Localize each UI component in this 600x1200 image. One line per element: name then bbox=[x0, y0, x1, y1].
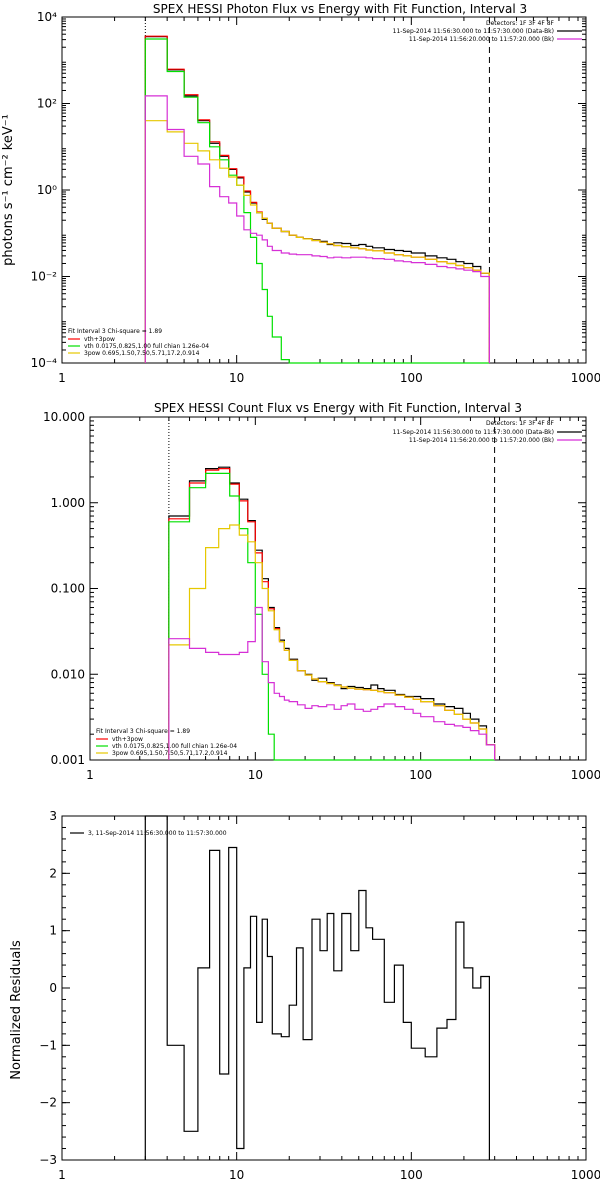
count-legend-header: Detectors: 1F 3F 4F 8F bbox=[486, 420, 555, 427]
y-tick-label: 10⁰ bbox=[37, 183, 57, 197]
photon-legend-header: Detectors: 1F 3F 4F 8F bbox=[486, 20, 555, 27]
x-tick-label: 100 bbox=[400, 1168, 423, 1182]
y-tick-label: 3 bbox=[49, 809, 57, 823]
y-tick-label: −2 bbox=[39, 1096, 57, 1110]
residuals-panel: Normalized Residuals 1 10 100 1000 −3 −2 −1 0 1 2… bbox=[9, 809, 600, 1182]
photon-flux-range-lines bbox=[144, 17, 490, 363]
residuals-legend-text: 3, 11-Sep-2014 11:56:30.000 to 11:57:30.… bbox=[88, 830, 227, 837]
photon-fit-total: vth+3pow bbox=[84, 336, 115, 343]
photon-flux-title: SPEX HESSI Photon Flux vs Energy with Fi… bbox=[153, 2, 527, 16]
photon-flux-legend-top: Detectors: 1F 3F 4F 8F 11-Sep-2014 11:56… bbox=[393, 20, 582, 43]
series-line-vth-3pow bbox=[168, 468, 496, 760]
count-flux-legend-fit: Fit Interval 3 Chi-square = 1.89 vth+3po… bbox=[96, 728, 237, 757]
photon-flux-ylabel: photons s⁻¹ cm⁻² keV⁻¹ bbox=[1, 114, 16, 266]
series-line-3pow bbox=[144, 120, 490, 363]
y-tick-label: 10⁴ bbox=[37, 10, 57, 24]
y-tick-label: 10² bbox=[37, 97, 57, 111]
count-fit-header: Fit Interval 3 Chi-square = 1.89 bbox=[96, 728, 190, 735]
x-tick-label: 100 bbox=[409, 768, 432, 782]
x-tick-label: 10 bbox=[229, 371, 244, 385]
residuals-ylabel: Normalized Residuals bbox=[9, 940, 24, 1080]
x-tick-label: 10 bbox=[229, 1168, 244, 1182]
x-tick-label: 1 bbox=[86, 768, 94, 782]
photon-flux-ticks: 1 10 100 1000 10⁻⁴ 10⁻² 10⁰ 10² 10⁴ bbox=[31, 10, 600, 385]
y-tick-label: 1.000 bbox=[51, 496, 85, 510]
x-tick-label: 1 bbox=[58, 371, 66, 385]
series-line-series-0 bbox=[144, 36, 490, 363]
photon-flux-legend-fit: Fit Interval 3 Chi-square = 1.89 vth+3po… bbox=[68, 328, 209, 357]
y-tick-label: 10.000 bbox=[43, 410, 85, 424]
photon-legend-bk: 11-Sep-2014 11:56:20.000 to 11:57:20.000… bbox=[409, 36, 554, 43]
series-line-3pow bbox=[168, 524, 496, 760]
series-line-series-0 bbox=[168, 466, 496, 760]
y-tick-label: 0 bbox=[49, 981, 57, 995]
series-line-vth bbox=[144, 38, 490, 364]
count-flux-plot-frame bbox=[89, 416, 587, 761]
x-tick-label: 1000 bbox=[571, 768, 600, 782]
y-tick-label: 1 bbox=[49, 924, 57, 938]
x-tick-label: 1 bbox=[58, 1168, 66, 1182]
count-flux-title: SPEX HESSI Count Flux vs Energy with Fit… bbox=[154, 401, 522, 415]
count-flux-legend-top: Detectors: 1F 3F 4F 8F 11-Sep-2014 11:56… bbox=[393, 420, 582, 444]
series-line-vth-3pow bbox=[144, 35, 490, 363]
photon-flux-plot-frame bbox=[61, 16, 587, 364]
y-tick-label: 0.100 bbox=[51, 582, 85, 596]
y-tick-label: 10⁻² bbox=[31, 270, 58, 284]
x-tick-label: 10 bbox=[248, 768, 263, 782]
residuals-plot-frame bbox=[61, 815, 587, 1161]
count-fit-total: vth+3pow bbox=[112, 736, 143, 743]
count-legend-bk: 11-Sep-2014 11:56:20.000 to 11:57:20.000… bbox=[409, 437, 554, 444]
x-tick-label: 100 bbox=[400, 371, 423, 385]
count-fit-3pow: 3pow 0.695,1.50,7.50,5.71,17.2,0.914 bbox=[112, 750, 228, 757]
count-legend-data-bk: 11-Sep-2014 11:56:30.000 to 11:57:30.000… bbox=[393, 429, 554, 436]
y-tick-label: 0.010 bbox=[51, 667, 85, 681]
photon-fit-header: Fit Interval 3 Chi-square = 1.89 bbox=[68, 328, 162, 335]
series-line-vth bbox=[168, 472, 495, 761]
photon-fit-3pow: 3pow 0.695,1.50,7.50,5.71,17.2,0.914 bbox=[84, 350, 200, 357]
x-tick-label: 1000 bbox=[571, 371, 600, 385]
series-line-series-4 bbox=[168, 606, 496, 760]
photon-flux-series bbox=[144, 35, 490, 364]
y-tick-label: −1 bbox=[39, 1038, 57, 1052]
photon-legend-data-bk: 11-Sep-2014 11:56:30.000 to 11:57:30.000… bbox=[393, 28, 554, 35]
photon-fit-vth: vth 0.0175,0.825,1.00 full chian 1.26e-0… bbox=[84, 343, 209, 350]
count-flux-panel: SPEX HESSI Count Flux vs Energy with Fit… bbox=[43, 401, 600, 782]
count-flux-series bbox=[168, 466, 496, 761]
x-tick-label: 1000 bbox=[571, 1168, 600, 1182]
residuals-series bbox=[144, 815, 490, 1160]
series-line-series-4 bbox=[144, 95, 490, 363]
y-tick-label: 0.001 bbox=[51, 753, 85, 767]
y-tick-label: 2 bbox=[49, 866, 57, 880]
count-fit-vth: vth 0.0175,0.825,1.00 full chian 1.26e-0… bbox=[112, 743, 237, 750]
y-tick-label: 10⁻⁴ bbox=[31, 356, 58, 370]
y-tick-label: −3 bbox=[39, 1153, 57, 1167]
count-flux-ticks: 1 10 100 1000 0.001 0.010 0.100 1.000 10.000 bbox=[43, 410, 600, 782]
photon-flux-panel: SPEX HESSI Photon Flux vs Energy with Fi… bbox=[1, 2, 600, 385]
residuals-legend: 3, 11-Sep-2014 11:56:30.000 to 11:57:30.… bbox=[70, 830, 227, 837]
series-line-series-0 bbox=[144, 815, 490, 1160]
residuals-ticks: 1 10 100 1000 −3 −2 −1 0 1 2 3 bbox=[39, 809, 600, 1182]
